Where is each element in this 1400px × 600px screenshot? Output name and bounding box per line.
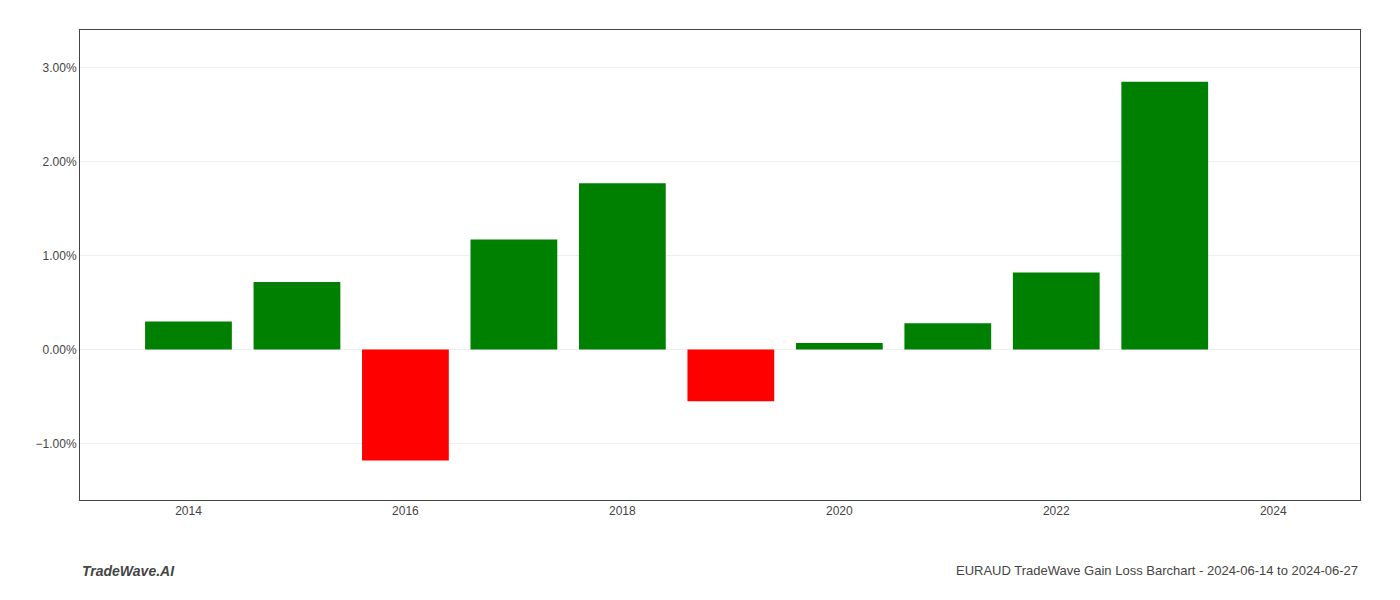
svg-text:TradeWave.AI: TradeWave.AI bbox=[82, 563, 175, 579]
svg-text:2014: 2014 bbox=[175, 504, 202, 518]
svg-text:3.00%: 3.00% bbox=[43, 61, 77, 75]
svg-text:2022: 2022 bbox=[1043, 504, 1070, 518]
svg-text:2020: 2020 bbox=[826, 504, 853, 518]
svg-text:EURAUD TradeWave Gain Loss Bar: EURAUD TradeWave Gain Loss Barchart - 20… bbox=[956, 563, 1358, 578]
svg-text:2024: 2024 bbox=[1260, 504, 1287, 518]
svg-text:−1.00%: −1.00% bbox=[36, 437, 77, 451]
svg-text:2018: 2018 bbox=[609, 504, 636, 518]
svg-text:2016: 2016 bbox=[392, 504, 419, 518]
svg-text:2.00%: 2.00% bbox=[43, 155, 77, 169]
svg-text:1.00%: 1.00% bbox=[43, 249, 77, 263]
svg-text:0.00%: 0.00% bbox=[43, 343, 77, 357]
